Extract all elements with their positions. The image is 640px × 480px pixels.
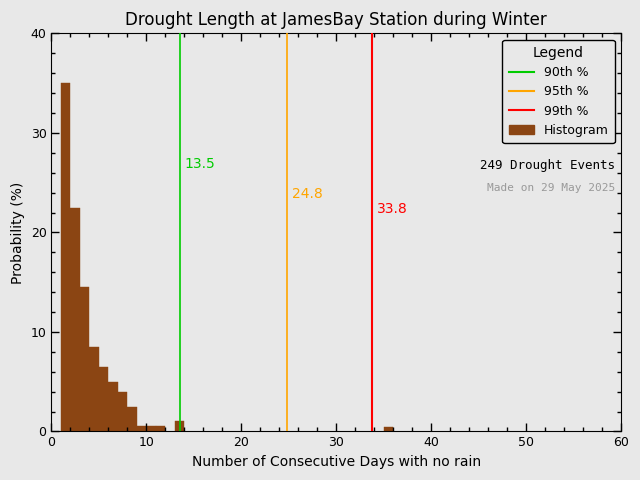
Bar (108, 382, 118, 432)
Bar (175, 420, 184, 432)
Bar (137, 427, 147, 432)
Text: 24.8: 24.8 (292, 187, 323, 201)
Bar (70, 207, 80, 432)
Text: 33.8: 33.8 (377, 202, 408, 216)
Bar (99, 367, 108, 432)
Text: Made on 29 May 2025: Made on 29 May 2025 (487, 183, 615, 192)
Bar (156, 427, 165, 432)
Bar (118, 392, 127, 432)
Bar (80, 287, 90, 432)
X-axis label: Number of Consecutive Days with no rain: Number of Consecutive Days with no rain (191, 455, 481, 469)
Bar (383, 428, 393, 432)
Text: 13.5: 13.5 (184, 157, 215, 171)
Legend: 90th %, 95th %, 99th %, Histogram: 90th %, 95th %, 99th %, Histogram (502, 40, 614, 143)
Y-axis label: Probability (%): Probability (%) (11, 181, 25, 284)
Bar (90, 347, 99, 432)
Bar (147, 427, 156, 432)
Bar (61, 83, 70, 432)
Text: 249 Drought Events: 249 Drought Events (480, 159, 615, 172)
Bar (127, 407, 137, 432)
Title: Drought Length at JamesBay Station during Winter: Drought Length at JamesBay Station durin… (125, 11, 547, 29)
